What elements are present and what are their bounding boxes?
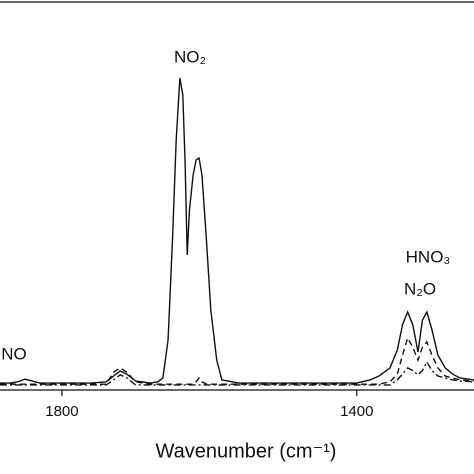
annotation: N₂O xyxy=(404,279,436,298)
x-tick-label: 1400 xyxy=(340,403,373,420)
annotation: NO xyxy=(1,344,27,363)
spectrum-line xyxy=(0,77,474,384)
x-axis-label: Wavenumber (cm⁻¹) xyxy=(156,440,337,462)
spectrum-line xyxy=(0,336,474,385)
x-tick-label: 1800 xyxy=(45,403,78,420)
annotation: NO₂ xyxy=(174,47,206,66)
annotation: HNO₃ xyxy=(406,247,451,266)
spectrum-line xyxy=(0,360,474,386)
